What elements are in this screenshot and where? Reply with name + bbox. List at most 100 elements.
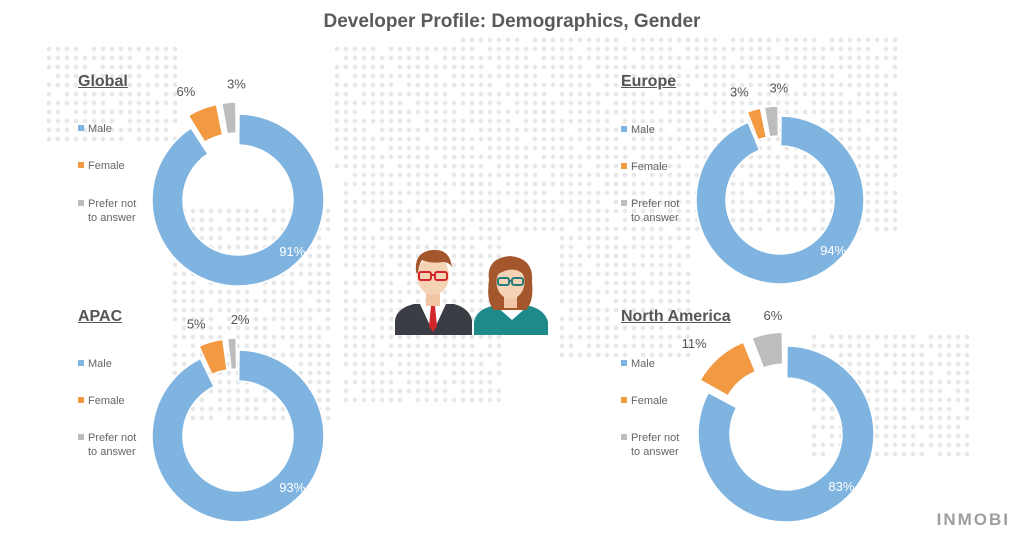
map-dot bbox=[694, 55, 700, 61]
map-dot bbox=[946, 397, 952, 403]
map-dot bbox=[361, 361, 367, 367]
map-dot bbox=[586, 91, 592, 97]
map-dot bbox=[604, 334, 610, 340]
map-dot bbox=[361, 64, 367, 70]
map-dot bbox=[415, 235, 421, 241]
map-dot bbox=[793, 91, 799, 97]
map-dot bbox=[586, 280, 592, 286]
map-dot bbox=[388, 91, 394, 97]
map-dot bbox=[217, 388, 223, 394]
map-dot bbox=[784, 109, 790, 115]
map-dot bbox=[289, 289, 295, 295]
map-dot bbox=[325, 316, 331, 322]
map-dot bbox=[127, 118, 133, 124]
map-dot bbox=[244, 343, 250, 349]
map-dot bbox=[406, 352, 412, 358]
map-dot bbox=[433, 136, 439, 142]
map-dot bbox=[460, 244, 466, 250]
map-dot bbox=[343, 127, 349, 133]
map-dot bbox=[334, 136, 340, 142]
map-dot bbox=[937, 451, 943, 457]
map-dot bbox=[397, 163, 403, 169]
map-dot bbox=[640, 208, 646, 214]
map-dot bbox=[208, 289, 214, 295]
map-dot bbox=[883, 217, 889, 223]
map-dot bbox=[613, 64, 619, 70]
map-dot bbox=[856, 343, 862, 349]
map-dot bbox=[676, 307, 682, 313]
map-dot bbox=[514, 208, 520, 214]
map-dot bbox=[235, 217, 241, 223]
map-dot bbox=[559, 172, 565, 178]
map-dot bbox=[487, 397, 493, 403]
map-dot bbox=[505, 37, 511, 43]
map-dot bbox=[100, 46, 106, 52]
map-dot bbox=[901, 451, 907, 457]
map-dot bbox=[811, 109, 817, 115]
map-dot bbox=[451, 172, 457, 178]
map-dot bbox=[586, 172, 592, 178]
map-dot bbox=[415, 298, 421, 304]
map-dot bbox=[892, 388, 898, 394]
map-dot bbox=[136, 136, 142, 142]
map-dot bbox=[379, 118, 385, 124]
map-dot bbox=[685, 226, 691, 232]
map-dot bbox=[586, 118, 592, 124]
map-dot bbox=[424, 190, 430, 196]
map-dot bbox=[289, 352, 295, 358]
map-dot bbox=[514, 163, 520, 169]
map-dot bbox=[379, 64, 385, 70]
map-dot bbox=[271, 298, 277, 304]
map-dot bbox=[820, 55, 826, 61]
map-dot bbox=[847, 46, 853, 52]
map-dot bbox=[316, 271, 322, 277]
map-dot bbox=[586, 100, 592, 106]
map-dot bbox=[793, 100, 799, 106]
map-dot bbox=[631, 100, 637, 106]
map-dot bbox=[748, 46, 754, 52]
map-dot bbox=[613, 334, 619, 340]
map-dot bbox=[406, 280, 412, 286]
map-dot bbox=[550, 127, 556, 133]
map-dot bbox=[775, 136, 781, 142]
map-dot bbox=[343, 343, 349, 349]
map-dot bbox=[361, 91, 367, 97]
map-dot bbox=[397, 235, 403, 241]
map-dot bbox=[199, 325, 205, 331]
map-dot bbox=[181, 307, 187, 313]
map-dot bbox=[946, 334, 952, 340]
map-dot bbox=[460, 289, 466, 295]
map-dot bbox=[190, 208, 196, 214]
map-dot bbox=[865, 352, 871, 358]
map-dot bbox=[226, 226, 232, 232]
map-dot bbox=[829, 118, 835, 124]
map-dot bbox=[199, 208, 205, 214]
map-dot bbox=[442, 64, 448, 70]
map-dot bbox=[811, 199, 817, 205]
map-dot bbox=[559, 163, 565, 169]
map-dot bbox=[568, 136, 574, 142]
map-dot bbox=[442, 136, 448, 142]
map-dot bbox=[352, 352, 358, 358]
map-dot bbox=[433, 208, 439, 214]
map-dot bbox=[694, 91, 700, 97]
map-dot bbox=[577, 163, 583, 169]
map-dot bbox=[91, 136, 97, 142]
map-dot bbox=[307, 253, 313, 259]
map-dot bbox=[649, 280, 655, 286]
map-dot bbox=[667, 262, 673, 268]
map-dot bbox=[244, 307, 250, 313]
map-dot bbox=[883, 370, 889, 376]
map-dot bbox=[154, 136, 160, 142]
male-developer-icon bbox=[395, 249, 472, 335]
map-dot bbox=[649, 37, 655, 43]
map-dot bbox=[703, 145, 709, 151]
prefer-not-swatch bbox=[621, 434, 627, 440]
map-dot bbox=[64, 91, 70, 97]
map-dot bbox=[388, 343, 394, 349]
map-dot bbox=[883, 46, 889, 52]
map-dot bbox=[514, 109, 520, 115]
map-dot bbox=[190, 352, 196, 358]
map-dot bbox=[478, 235, 484, 241]
map-dot bbox=[406, 73, 412, 79]
